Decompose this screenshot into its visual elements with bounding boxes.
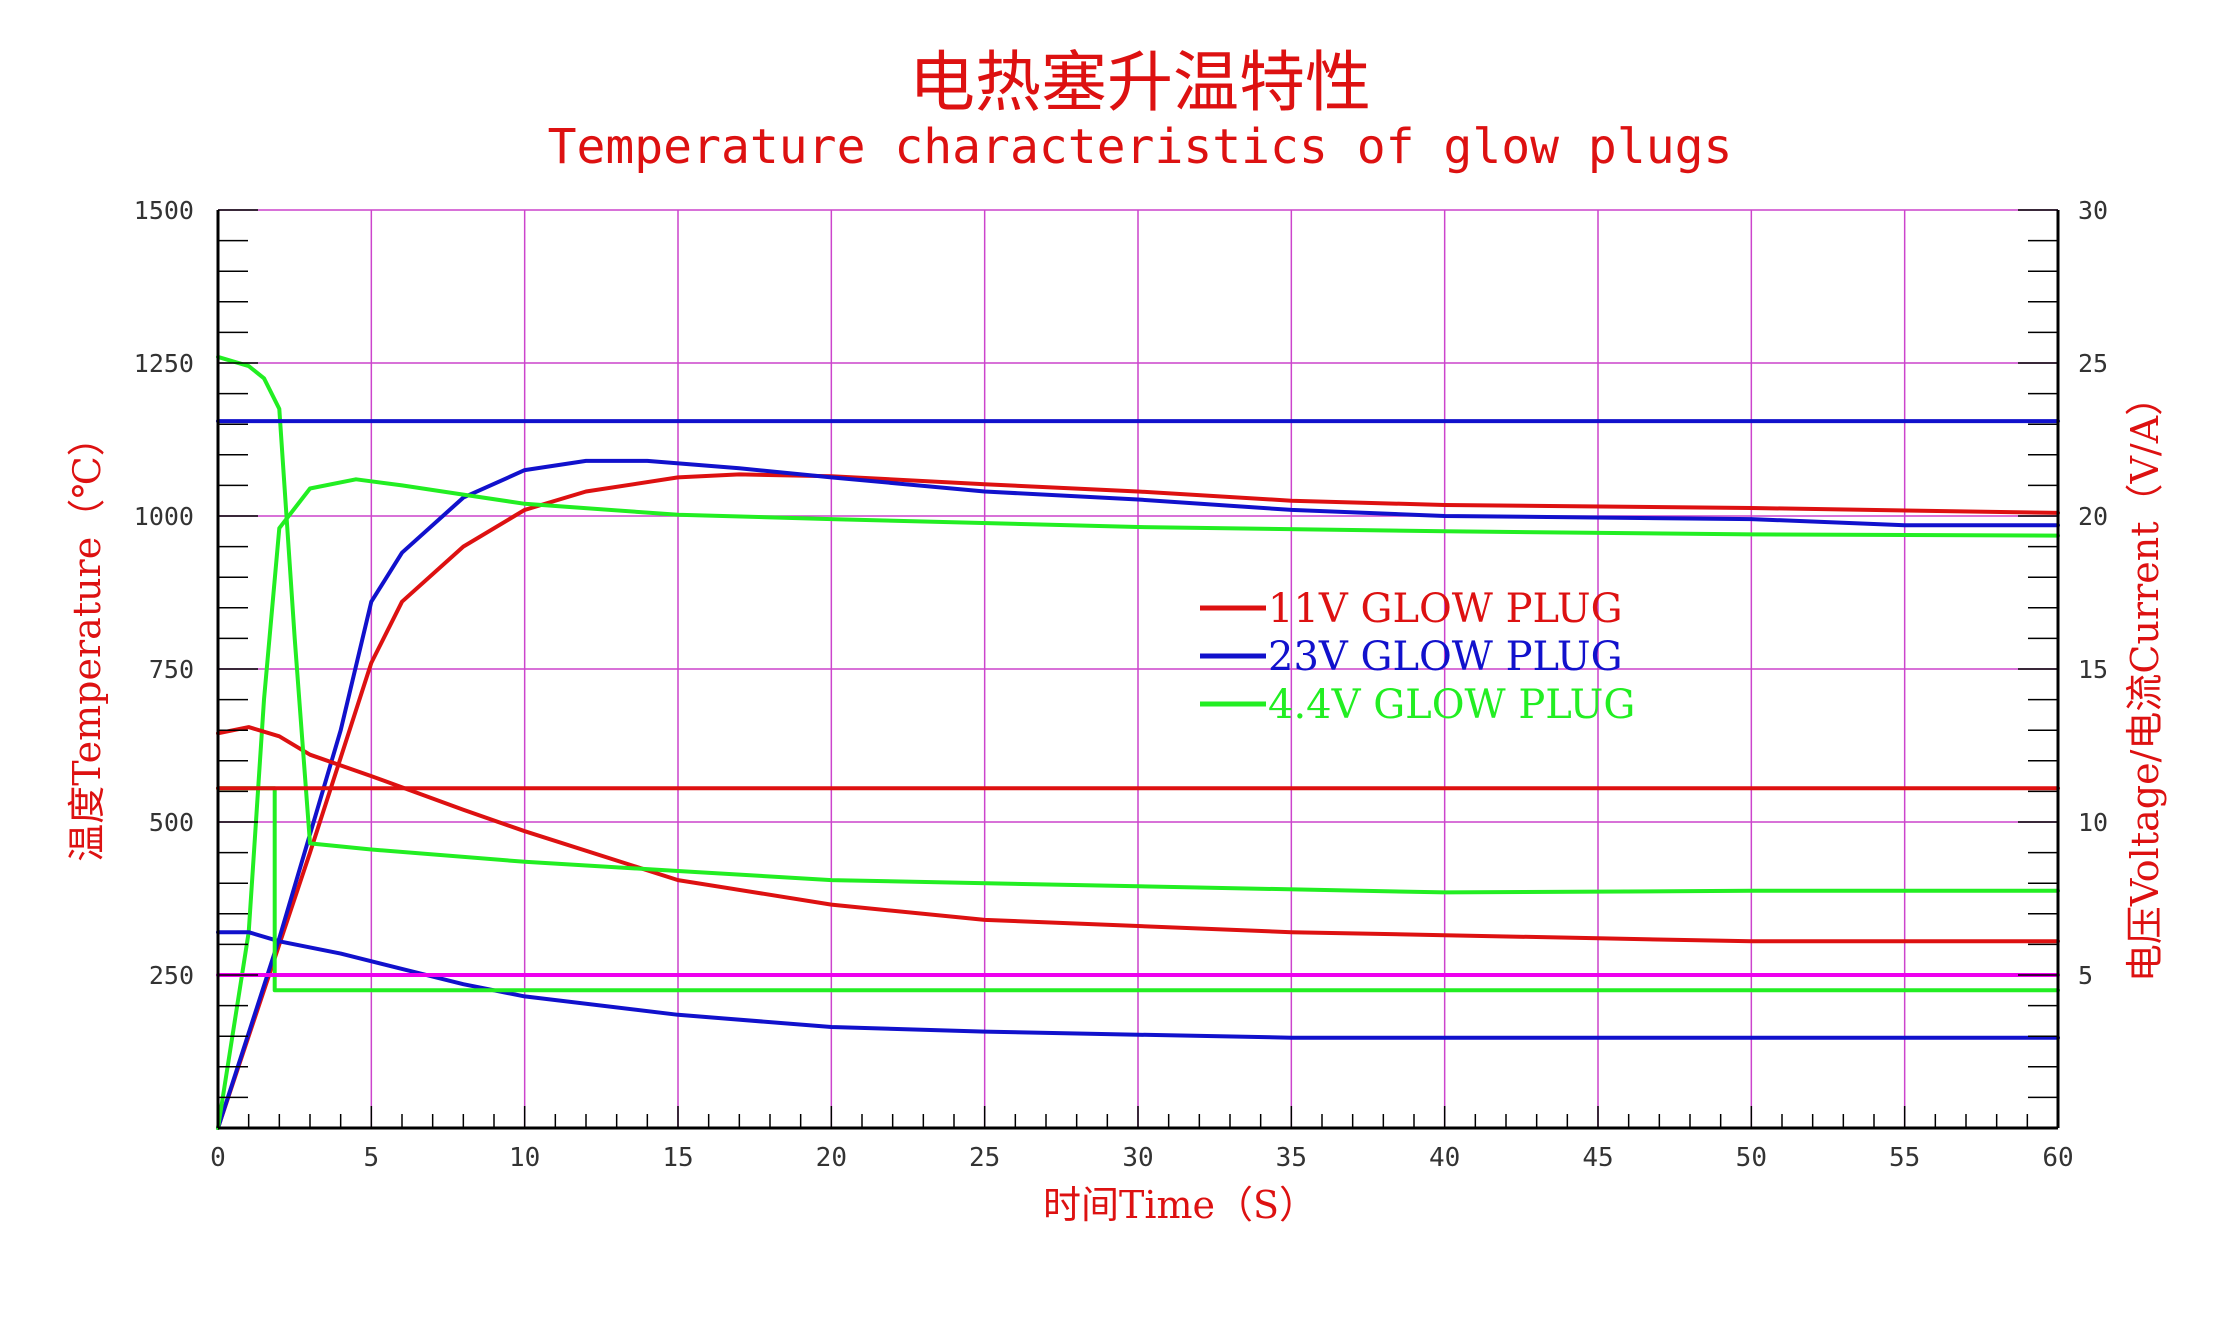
x-tick-label: 35 bbox=[1276, 1143, 1307, 1173]
y-left-tick-label: 250 bbox=[149, 961, 194, 990]
x-tick-label: 15 bbox=[662, 1143, 693, 1173]
y-right-tick-label: 10 bbox=[2078, 808, 2108, 837]
series-line-temperature-0 bbox=[216, 472, 2060, 1130]
x-axis-label: 时间Time（S） bbox=[1043, 1183, 1317, 1227]
series-line-current-3 bbox=[216, 725, 2060, 944]
x-tick-label: 5 bbox=[364, 1143, 380, 1173]
series-line-current-5 bbox=[216, 354, 2060, 895]
y-right-tick-label: 30 bbox=[2078, 196, 2108, 225]
y-left-tick-label: 1500 bbox=[134, 196, 194, 225]
axes bbox=[216, 210, 2060, 1130]
tick-labels: 0 5 10 15 20 25 30 35 40 45 50 55 60 250 500 750 1000 125… bbox=[134, 196, 2108, 1173]
y-left-tick-label: 1000 bbox=[134, 502, 194, 531]
y-left-tick-label: 500 bbox=[149, 808, 194, 837]
series-line-temperature-2 bbox=[216, 477, 2060, 1130]
legend-label: 4.4V GLOW PLUG bbox=[1268, 682, 1635, 728]
x-tick-label: 20 bbox=[816, 1143, 847, 1173]
y-axis-label-right: 电压Voltage/电流Current（V/A） bbox=[2123, 378, 2167, 982]
x-tick-label: 60 bbox=[2042, 1143, 2073, 1173]
legend-label: 23V GLOW PLUG bbox=[1268, 634, 1623, 680]
x-tick-label: 50 bbox=[1736, 1143, 1767, 1173]
x-tick-label: 40 bbox=[1429, 1143, 1460, 1173]
series-group bbox=[216, 354, 2060, 1130]
y-right-tick-label: 20 bbox=[2078, 502, 2108, 531]
y-right-tick-label: 15 bbox=[2078, 655, 2108, 684]
y-right-tick-label: 25 bbox=[2078, 349, 2108, 378]
chart-title: 电热塞升温特性 bbox=[909, 44, 1371, 121]
x-tick-label: 55 bbox=[1889, 1143, 1920, 1173]
legend-label: 11V GLOW PLUG bbox=[1268, 586, 1623, 632]
x-tick-label: 25 bbox=[969, 1143, 1000, 1173]
x-tick-label: 10 bbox=[509, 1143, 540, 1173]
x-tick-label: 45 bbox=[1582, 1143, 1613, 1173]
y-axis-label-left: 温度Temperature（℃） bbox=[65, 418, 109, 861]
y-right-tick-label: 5 bbox=[2078, 961, 2093, 990]
y-left-tick-label: 750 bbox=[149, 655, 194, 684]
chart-subtitle: Temperature characteristics of glow plug… bbox=[548, 119, 1733, 175]
x-tick-label: 0 bbox=[210, 1143, 226, 1173]
x-tick-label: 30 bbox=[1122, 1143, 1153, 1173]
y-left-tick-label: 1250 bbox=[134, 349, 194, 378]
series-line-current-4 bbox=[216, 930, 2060, 1040]
series-line-temperature-1 bbox=[216, 458, 2060, 1130]
